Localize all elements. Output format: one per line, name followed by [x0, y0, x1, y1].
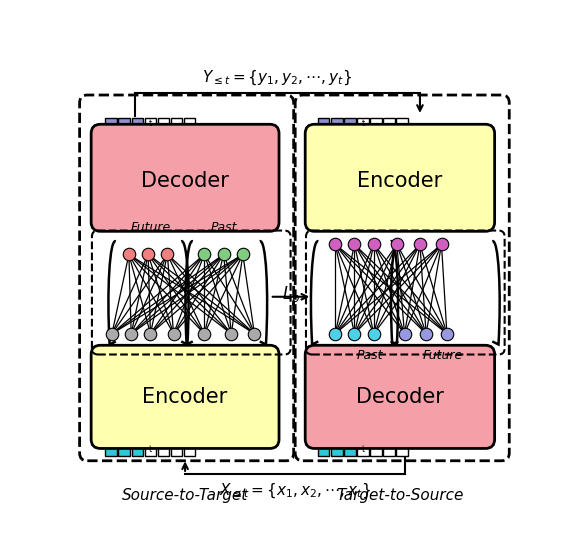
Text: t: t: [361, 446, 365, 454]
Text: t: t: [361, 119, 365, 128]
FancyBboxPatch shape: [318, 118, 329, 129]
FancyBboxPatch shape: [305, 124, 495, 231]
Text: Future: Future: [423, 349, 463, 362]
FancyBboxPatch shape: [357, 118, 369, 129]
FancyBboxPatch shape: [158, 118, 169, 129]
Text: $L_p$: $L_p$: [282, 285, 301, 309]
FancyBboxPatch shape: [184, 444, 195, 456]
Text: Past: Past: [357, 349, 383, 362]
Text: Encoder: Encoder: [142, 387, 228, 407]
FancyBboxPatch shape: [91, 124, 279, 231]
FancyBboxPatch shape: [318, 444, 329, 456]
Text: Source-to-Target: Source-to-Target: [122, 488, 248, 503]
FancyBboxPatch shape: [331, 118, 343, 129]
FancyBboxPatch shape: [396, 444, 408, 456]
FancyBboxPatch shape: [131, 444, 143, 456]
FancyBboxPatch shape: [344, 118, 355, 129]
FancyBboxPatch shape: [158, 444, 169, 456]
FancyBboxPatch shape: [184, 118, 195, 129]
Text: $Y_{\leq t} = \{y_1, y_2, \cdots, y_t\}$: $Y_{\leq t} = \{y_1, y_2, \cdots, y_t\}$: [202, 69, 353, 87]
FancyBboxPatch shape: [119, 444, 130, 456]
Text: Past: Past: [210, 221, 237, 233]
Text: $X_{\leq t} = \{x_1, x_2, \cdots, x_t\}$: $X_{\leq t} = \{x_1, x_2, \cdots, x_t\}$: [219, 482, 371, 500]
FancyBboxPatch shape: [91, 345, 279, 448]
Text: Decoder: Decoder: [356, 387, 444, 407]
FancyBboxPatch shape: [357, 444, 369, 456]
FancyBboxPatch shape: [305, 345, 495, 448]
FancyBboxPatch shape: [145, 118, 156, 129]
FancyBboxPatch shape: [344, 444, 355, 456]
FancyBboxPatch shape: [119, 118, 130, 129]
FancyBboxPatch shape: [370, 444, 382, 456]
FancyBboxPatch shape: [331, 444, 343, 456]
FancyBboxPatch shape: [384, 444, 395, 456]
FancyBboxPatch shape: [171, 444, 183, 456]
Text: Future: Future: [130, 221, 170, 233]
FancyBboxPatch shape: [145, 444, 156, 456]
FancyBboxPatch shape: [396, 118, 408, 129]
FancyBboxPatch shape: [105, 118, 117, 129]
FancyBboxPatch shape: [171, 118, 183, 129]
FancyBboxPatch shape: [384, 118, 395, 129]
FancyBboxPatch shape: [105, 444, 117, 456]
Text: Encoder: Encoder: [357, 172, 442, 191]
FancyBboxPatch shape: [370, 118, 382, 129]
Text: t: t: [149, 119, 152, 128]
Text: Decoder: Decoder: [141, 172, 229, 191]
Text: t: t: [149, 446, 152, 454]
Text: Target-to-Source: Target-to-Source: [336, 488, 464, 503]
FancyBboxPatch shape: [131, 118, 143, 129]
